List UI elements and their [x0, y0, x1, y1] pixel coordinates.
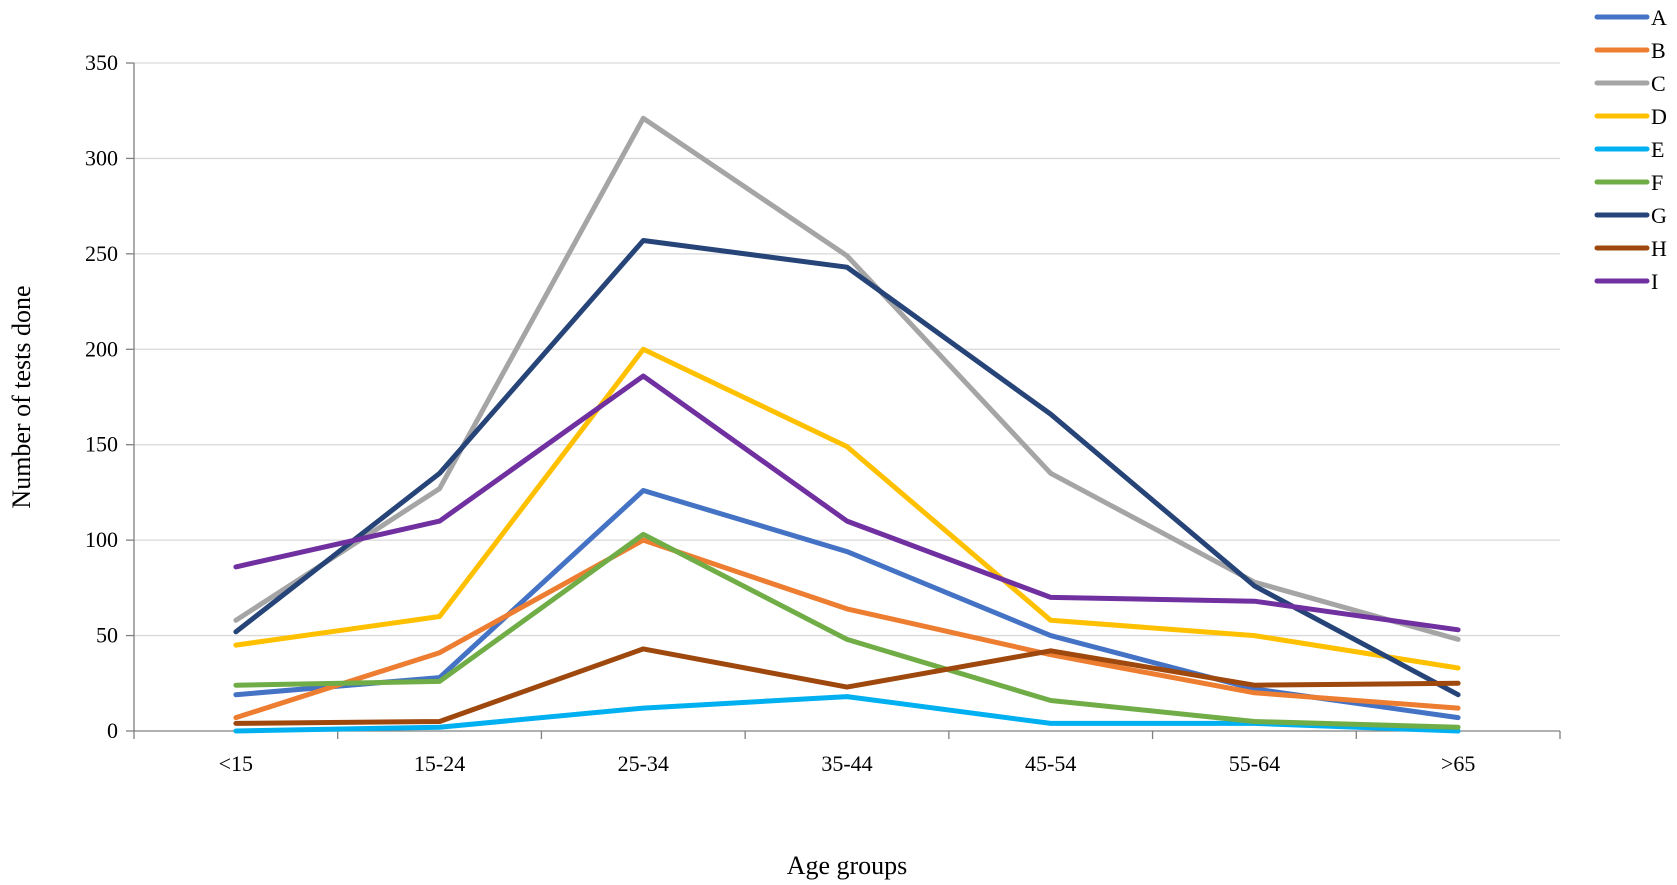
x-tick-label: 45-54	[1025, 751, 1076, 776]
series-line-b	[233, 537, 1461, 721]
legend-item-c: C	[1594, 71, 1666, 96]
y-tick-label: 0	[107, 718, 118, 743]
legend-item-e: E	[1594, 137, 1664, 162]
legend-label: C	[1651, 71, 1666, 96]
series-line-e	[233, 694, 1461, 734]
legend-label: A	[1651, 5, 1667, 30]
legend-label: B	[1651, 38, 1666, 63]
y-tick-labels: 0 50 100 150 200 250 300 350	[85, 50, 118, 743]
x-tick-label: 15-24	[414, 751, 465, 776]
legend-label: D	[1651, 104, 1667, 129]
y-tick-label: 250	[85, 241, 118, 266]
y-axis-title: Number of tests done	[7, 285, 36, 508]
x-tick-label: 25-34	[618, 751, 669, 776]
series-line-a	[233, 488, 1461, 721]
legend-label: G	[1651, 203, 1667, 228]
legend-label: F	[1651, 170, 1663, 195]
legend-item-g: G	[1594, 203, 1667, 228]
series-line-c	[233, 115, 1461, 642]
series-line-f	[233, 531, 1461, 730]
legend-label: E	[1651, 137, 1664, 162]
series-lines	[233, 115, 1461, 734]
legend-item-a: A	[1594, 5, 1667, 30]
series-line-h	[233, 646, 1461, 726]
legend-item-h: H	[1594, 236, 1667, 261]
y-tick-label: 50	[96, 623, 118, 648]
series-line-d	[233, 346, 1461, 671]
series-line-i	[233, 373, 1461, 633]
y-tick-label: 350	[85, 50, 118, 75]
legend-item-b: B	[1594, 38, 1666, 63]
axes	[133, 63, 1560, 732]
y-tick-label: 150	[85, 432, 118, 457]
x-tick-labels: <15 15-24 25-34 35-44 45-54 55-64 >65	[133, 731, 1561, 776]
x-axis-title: Age groups	[787, 851, 908, 880]
legend-item-d: D	[1594, 104, 1667, 129]
x-tick-label: 35-44	[821, 751, 872, 776]
y-tick-label: 100	[85, 527, 118, 552]
legend-label: I	[1651, 269, 1658, 294]
y-tick-label: 300	[85, 145, 118, 170]
x-tick-label: 55-64	[1229, 751, 1280, 776]
legend-item-i: I	[1594, 269, 1658, 294]
x-tick-label: >65	[1441, 751, 1475, 776]
legend-item-f: F	[1594, 170, 1663, 195]
series-line-g	[233, 238, 1461, 698]
y-tick-label: 200	[85, 336, 118, 361]
legend-label: H	[1651, 236, 1667, 261]
x-tick-label: <15	[219, 751, 253, 776]
